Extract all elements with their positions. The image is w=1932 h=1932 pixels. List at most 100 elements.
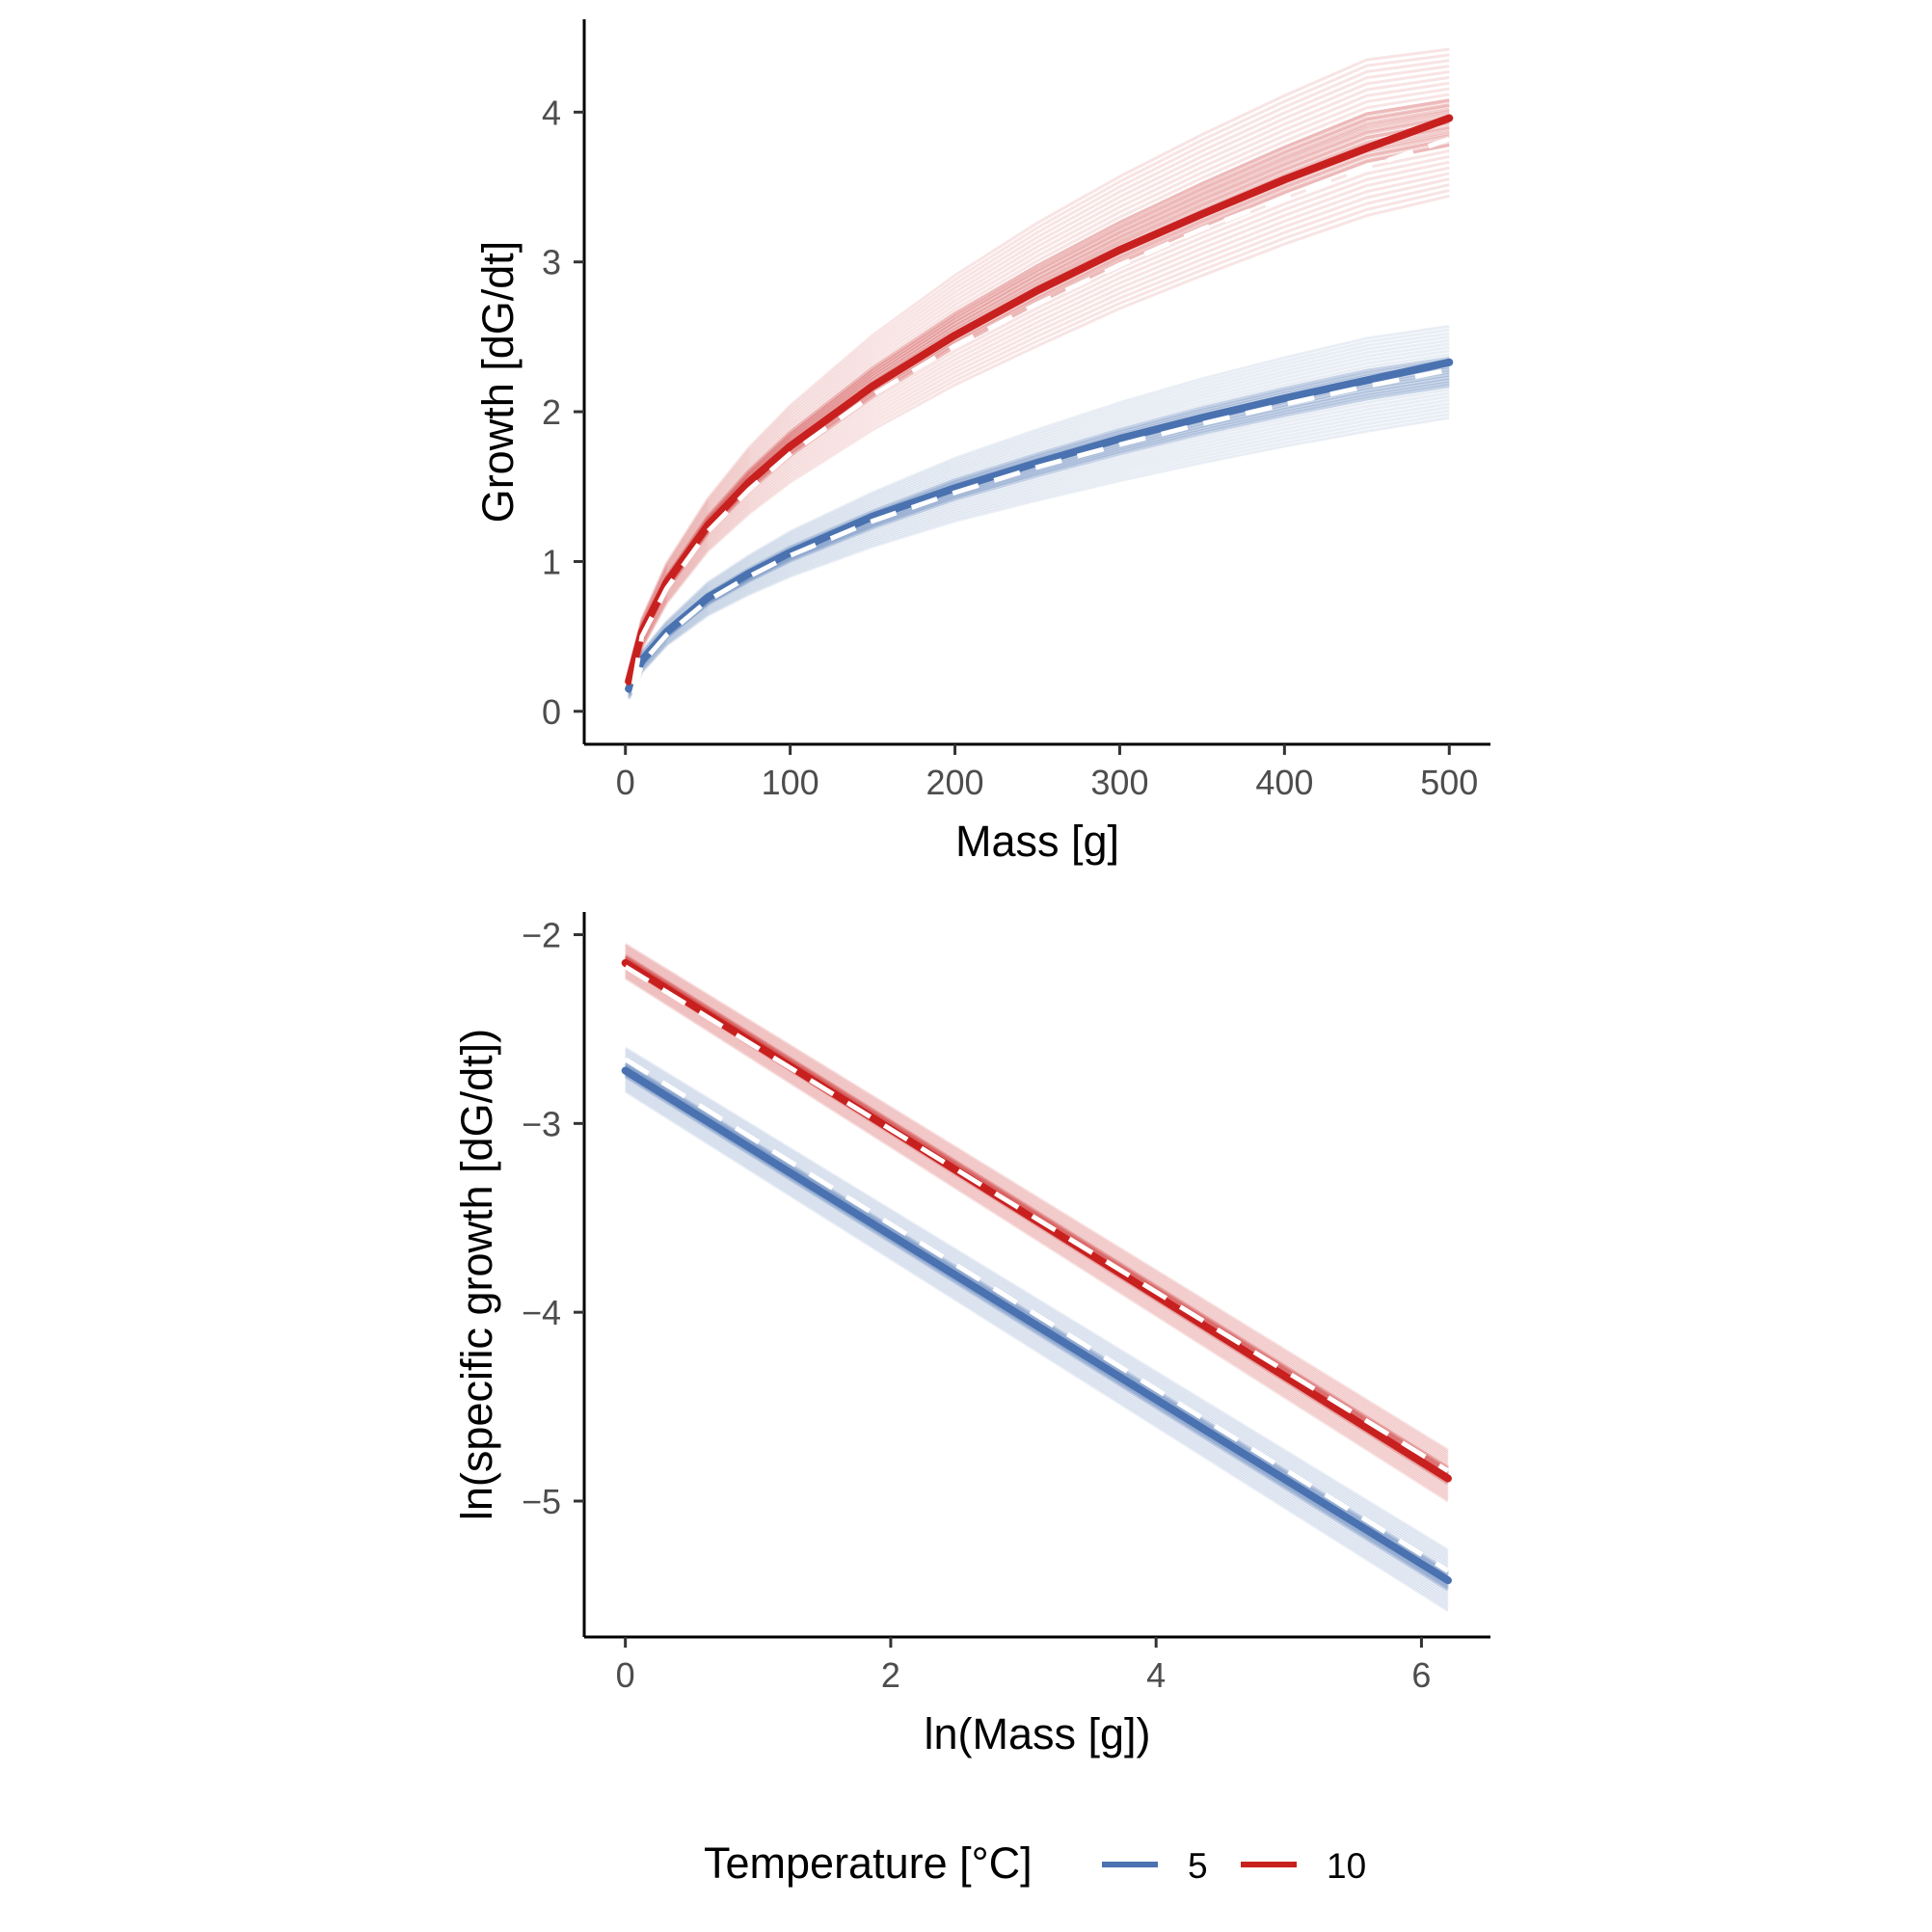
growth-draw-line-5: [627, 405, 1450, 698]
specific-growth-x-tick-label: 4: [1146, 1655, 1166, 1695]
growth-draw-line-10: [627, 75, 1450, 676]
growth-central-draw-5: [627, 384, 1450, 693]
growth-draw-line-10: [627, 166, 1450, 690]
growth-y-tick-label: 0: [542, 692, 561, 732]
specific-growth-draw-line-5: [624, 1054, 1449, 1562]
growth-draw-line-5: [627, 338, 1450, 683]
specific-growth-mean-line-10: [624, 964, 1450, 1473]
specific-growth-draw-line-10: [624, 948, 1449, 1461]
specific-growth-y-tick-label: −5: [522, 1482, 561, 1521]
specific-growth-draw-line-10: [624, 944, 1449, 1454]
specific-growth-x-tick-label: 6: [1411, 1655, 1431, 1695]
growth-draw-line-10: [627, 183, 1450, 692]
growth-draw-line-10: [627, 53, 1450, 673]
specific-growth-draw-line-5: [624, 1089, 1449, 1612]
growth-y-tick-label: 2: [542, 392, 561, 432]
specific-growth-draw-line-5: [624, 1050, 1449, 1557]
specific-growth-draw-line-10: [624, 943, 1449, 1452]
specific-growth-y-ticks: −2 −3 −4 −5: [522, 916, 584, 1521]
growth-draw-line-10: [627, 172, 1450, 691]
growth-y-tick-label: 1: [542, 542, 561, 581]
specific-growth-draw-line-10: [624, 947, 1449, 1459]
specific-growth-draw-line-5: [624, 1064, 1449, 1577]
growth-draw-line-5: [627, 335, 1450, 682]
specific-growth-y-tick-label: −4: [522, 1293, 561, 1332]
specific-growth-draw-line-5: [624, 1056, 1449, 1565]
growth-x-tick-label: 200: [926, 763, 984, 802]
growth-draw-line-5: [627, 328, 1450, 681]
growth-x-tick-label: 400: [1255, 763, 1313, 802]
specific-growth-draw-line-5: [624, 1062, 1449, 1574]
specific-growth-draw-line-5: [624, 1087, 1449, 1607]
growth-draw-line-5: [627, 402, 1450, 697]
specific-growth-draw-line-10: [624, 969, 1449, 1492]
growth-x-tick-label: 0: [616, 763, 635, 802]
growth-draw-line-10: [627, 194, 1450, 694]
specific-growth-draw-line-10: [624, 975, 1449, 1501]
specific-growth-draw-line-10: [624, 971, 1449, 1494]
specific-growth-draw-line-10: [624, 945, 1449, 1456]
specific-growth-draw-line-5: [624, 1077, 1449, 1595]
growth-draw-line-10: [627, 87, 1450, 678]
specific-growth-draw-line-10: [624, 974, 1449, 1498]
specific-growth-draw-line-10: [624, 950, 1449, 1462]
growth-draw-line-5: [627, 345, 1450, 684]
growth-series-line-5: [625, 358, 1454, 693]
specific-growth-mean-lines: [624, 964, 1450, 1573]
growth-x-axis-title: Mass [g]: [955, 817, 1119, 866]
growth-y-tick-label: 3: [542, 243, 561, 282]
specific-growth-draw-line-10: [624, 955, 1449, 1471]
specific-growth-draw-line-10: [624, 968, 1449, 1490]
specific-growth-draw-line-5: [624, 1048, 1449, 1554]
legend-label-10: 10: [1327, 1846, 1366, 1886]
legend-label-5: 5: [1188, 1846, 1208, 1886]
specific-growth-y-tick-label: −3: [522, 1104, 561, 1143]
growth-draw-line-5: [627, 398, 1450, 696]
growth-draw-line-5: [627, 325, 1450, 680]
specific-growth-draw-line-5: [624, 1075, 1449, 1592]
growth-draw-line-10: [627, 189, 1450, 693]
growth-mean-line-10: [631, 136, 1451, 685]
specific-growth-draw-line-10: [624, 951, 1449, 1464]
growth-draw-line-5: [627, 342, 1450, 684]
growth-series-lines: [625, 114, 1454, 693]
specific-growth-x-axis-title: ln(Mass [g]): [924, 1709, 1150, 1758]
specific-growth-central-draw-5: [624, 1073, 1450, 1590]
growth-draw-line-10: [627, 93, 1450, 679]
specific-growth-draw-line-5: [624, 1087, 1449, 1610]
specific-growth-central-draw-5: [624, 1074, 1450, 1592]
growth-draw-line-5: [627, 391, 1450, 695]
legend: Temperature [°C] 5 10: [704, 1838, 1366, 1888]
specific-growth-central-draw-10: [624, 953, 1450, 1470]
growth-draw-line-10: [627, 59, 1450, 674]
legend-title: Temperature [°C]: [704, 1838, 1033, 1888]
specific-growth-y-axis-title: ln(specific growth [dG/dt]): [452, 1029, 501, 1520]
specific-growth-y-tick-label: −2: [522, 916, 561, 955]
specific-growth-draw-line-5: [624, 1085, 1449, 1605]
specific-growth-draw-line-5: [624, 1057, 1449, 1567]
specific-growth-draw-line-5: [624, 1052, 1449, 1560]
growth-draw-line-10: [627, 47, 1450, 672]
growth-x-tick-label: 500: [1420, 763, 1478, 802]
growth-draw-line-10: [627, 70, 1450, 675]
growth-draw-line-5: [627, 332, 1450, 681]
specific-growth-draw-line-5: [624, 1083, 1449, 1602]
specific-growth-x-tick-label: 0: [616, 1655, 635, 1695]
specific-growth-panel: 0 2 4 6 −2 −3 −4 −5 ln(Mass [g]) ln(specific g…: [452, 912, 1490, 1758]
growth-draw-line-10: [627, 160, 1450, 689]
growth-y-tick-label: 4: [542, 93, 561, 132]
growth-mean-lines: [631, 136, 1451, 694]
growth-mean-line-5: [631, 367, 1450, 694]
specific-growth-draw-line-5: [624, 1079, 1449, 1597]
growth-draw-line-5: [627, 385, 1450, 693]
growth-draw-line-5: [627, 409, 1450, 699]
growth-draw-line-5: [627, 416, 1450, 701]
specific-growth-draw-line-5: [624, 1073, 1449, 1590]
specific-growth-mean-line-5: [624, 1057, 1450, 1573]
growth-x-tick-label: 100: [762, 763, 819, 802]
growth-y-axis-title: Growth [dG/dt]: [473, 241, 523, 523]
growth-draw-line-10: [627, 65, 1450, 674]
growth-series-line-10: [625, 114, 1454, 685]
